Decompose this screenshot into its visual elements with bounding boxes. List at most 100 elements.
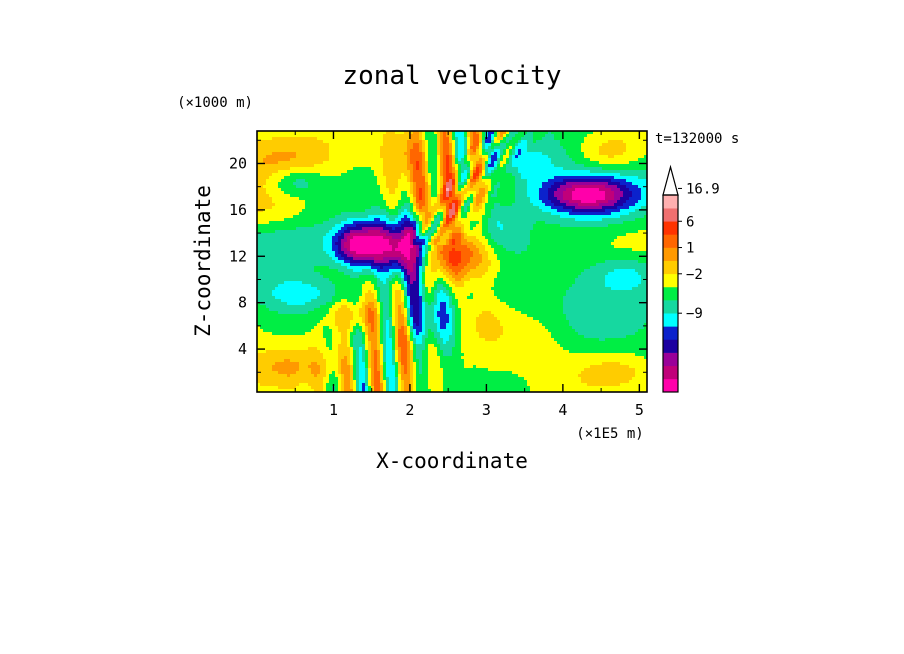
field-cell	[299, 137, 303, 141]
field-cell	[305, 185, 309, 189]
field-cell	[269, 200, 273, 204]
field-cell	[269, 311, 273, 315]
field-cell	[332, 317, 336, 321]
field-cell	[299, 149, 303, 153]
field-cell	[365, 350, 369, 354]
field-cell	[263, 299, 267, 303]
field-cell	[314, 191, 318, 195]
field-cell	[338, 347, 342, 351]
field-cell	[326, 332, 330, 336]
field-cell	[374, 257, 378, 261]
field-cell	[356, 161, 360, 165]
field-cell	[386, 245, 390, 249]
field-cell	[308, 371, 312, 375]
field-cell	[425, 146, 429, 150]
field-cell	[425, 248, 429, 252]
field-cell	[287, 254, 291, 258]
field-cell	[266, 320, 270, 324]
field-cell	[389, 158, 393, 162]
field-cell	[347, 137, 351, 141]
field-cell	[296, 353, 300, 357]
field-cell	[269, 377, 273, 381]
field-cell	[419, 185, 423, 189]
field-cell	[350, 287, 354, 291]
field-cell	[284, 131, 288, 135]
field-cell	[284, 149, 288, 153]
field-cell	[332, 206, 336, 210]
field-cell	[317, 275, 321, 279]
field-cell	[323, 182, 327, 186]
field-cell	[308, 356, 312, 360]
field-cell	[407, 266, 411, 270]
field-cell	[314, 167, 318, 171]
field-cell	[410, 320, 414, 324]
field-cell	[380, 371, 384, 375]
field-cell	[290, 386, 294, 390]
field-cell	[287, 371, 291, 375]
field-cell	[296, 146, 300, 150]
field-cell	[353, 137, 357, 141]
field-cell	[395, 293, 399, 297]
field-cell	[371, 284, 375, 288]
field-cell	[359, 155, 363, 159]
field-cell	[356, 212, 360, 216]
field-cell	[272, 296, 276, 300]
field-cell	[395, 131, 399, 135]
field-cell	[293, 335, 297, 339]
field-cell	[329, 197, 333, 201]
field-cell	[386, 194, 390, 198]
field-cell	[407, 335, 411, 339]
field-cell	[284, 191, 288, 195]
field-cell	[275, 308, 279, 312]
field-cell	[347, 377, 351, 381]
field-cell	[347, 170, 351, 174]
field-cell	[383, 206, 387, 210]
field-cell	[398, 209, 402, 213]
field-cell	[326, 185, 330, 189]
field-cell	[305, 257, 309, 261]
field-cell	[341, 239, 345, 243]
field-cell	[323, 149, 327, 153]
field-cell	[419, 308, 423, 312]
field-cell	[407, 149, 411, 153]
field-cell	[332, 227, 336, 231]
field-cell	[425, 206, 429, 210]
field-cell	[260, 149, 264, 153]
field-cell	[395, 242, 399, 246]
field-cell	[386, 278, 390, 282]
field-cell	[401, 212, 405, 216]
field-cell	[326, 269, 330, 273]
field-cell	[386, 161, 390, 165]
field-cell	[410, 212, 414, 216]
field-cell	[305, 182, 309, 186]
field-cell	[365, 317, 369, 321]
field-cell	[308, 380, 312, 384]
field-cell	[323, 287, 327, 291]
field-cell	[407, 182, 411, 186]
field-cell	[284, 299, 288, 303]
field-cell	[263, 131, 267, 135]
field-cell	[350, 263, 354, 267]
field-cell	[371, 233, 375, 237]
field-cell	[353, 185, 357, 189]
field-cell	[323, 260, 327, 264]
field-cell	[416, 359, 420, 363]
field-cell	[389, 197, 393, 201]
field-cell	[419, 194, 423, 198]
field-cell	[335, 308, 339, 312]
field-cell	[347, 239, 351, 243]
field-cell	[266, 374, 270, 378]
field-cell	[269, 287, 273, 291]
field-cell	[392, 206, 396, 210]
field-cell	[389, 257, 393, 261]
field-cell	[299, 290, 303, 294]
field-cell	[368, 389, 372, 393]
field-cell	[302, 245, 306, 249]
field-cell	[272, 224, 276, 228]
field-cell	[278, 161, 282, 165]
field-cell	[335, 173, 339, 177]
field-cell	[296, 308, 300, 312]
field-cell	[338, 194, 342, 198]
field-cell	[419, 356, 423, 360]
field-cell	[287, 179, 291, 183]
